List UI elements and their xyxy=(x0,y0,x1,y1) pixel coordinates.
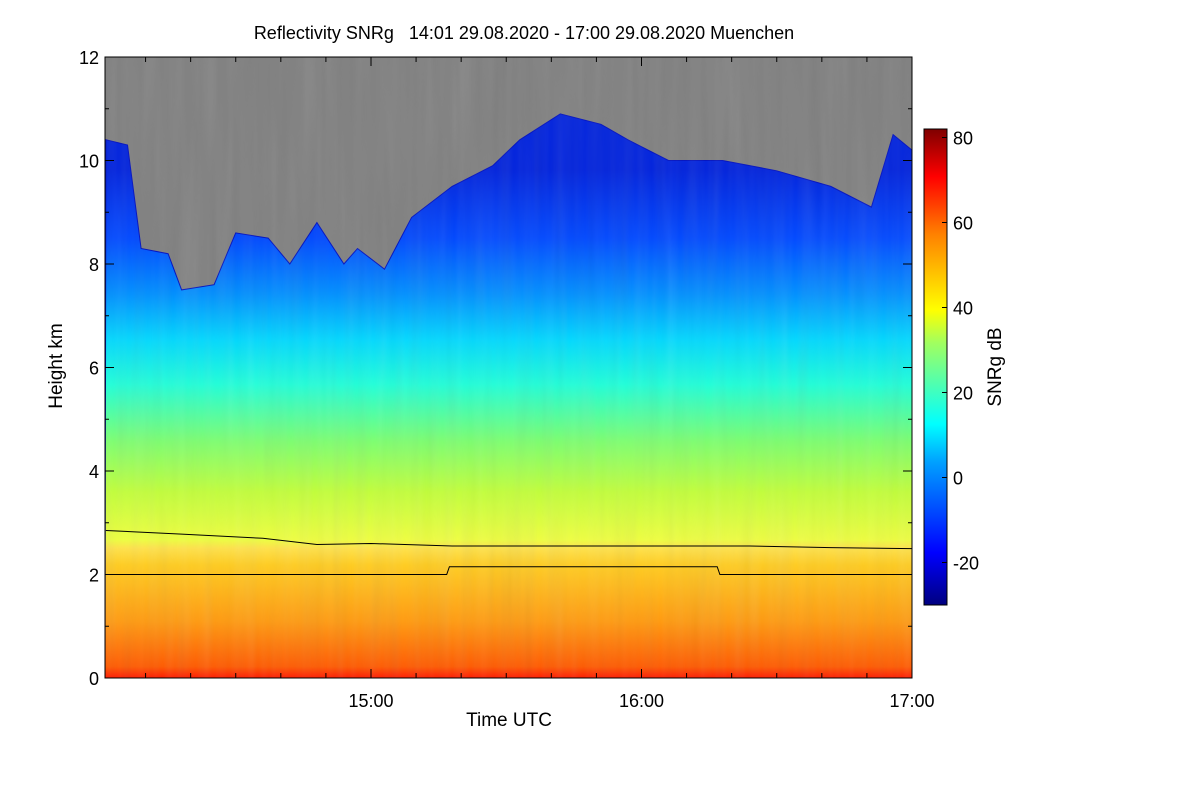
y-tick-label: 10 xyxy=(79,152,99,172)
colorbar xyxy=(923,128,948,606)
colorbar-tick-label: 60 xyxy=(953,214,973,234)
streak-texture xyxy=(105,57,912,678)
y-tick-label: 6 xyxy=(89,359,99,379)
x-tick-label: 15:00 xyxy=(348,691,393,711)
lower-layer-line xyxy=(105,566,912,575)
x-tick-label: 17:00 xyxy=(889,691,934,711)
y-tick-label: 0 xyxy=(89,669,99,689)
y-axis-label: Height km xyxy=(46,323,67,409)
y-tick-label: 2 xyxy=(89,566,99,586)
y-tick-label: 8 xyxy=(89,255,99,275)
colorbar-tick-label: 20 xyxy=(953,384,973,404)
colorbar-tick-label: 40 xyxy=(953,299,973,319)
upper-layer-line xyxy=(105,530,912,550)
colorbar-label: SNRg dB xyxy=(985,327,1006,406)
x-axis-label: Time UTC xyxy=(466,710,552,731)
y-tick-label: 4 xyxy=(89,462,99,482)
colorbar-tick-label: 0 xyxy=(953,469,963,489)
plot-area xyxy=(105,57,912,678)
y-tick-label: 12 xyxy=(79,48,99,68)
chart-title: Reflectivity SNRg 14:01 29.08.2020 - 17:… xyxy=(254,23,794,43)
colorbar-tick-label: -20 xyxy=(953,554,979,574)
colorbar-tick-label: 80 xyxy=(953,129,973,149)
x-tick-label: 16:00 xyxy=(619,691,664,711)
